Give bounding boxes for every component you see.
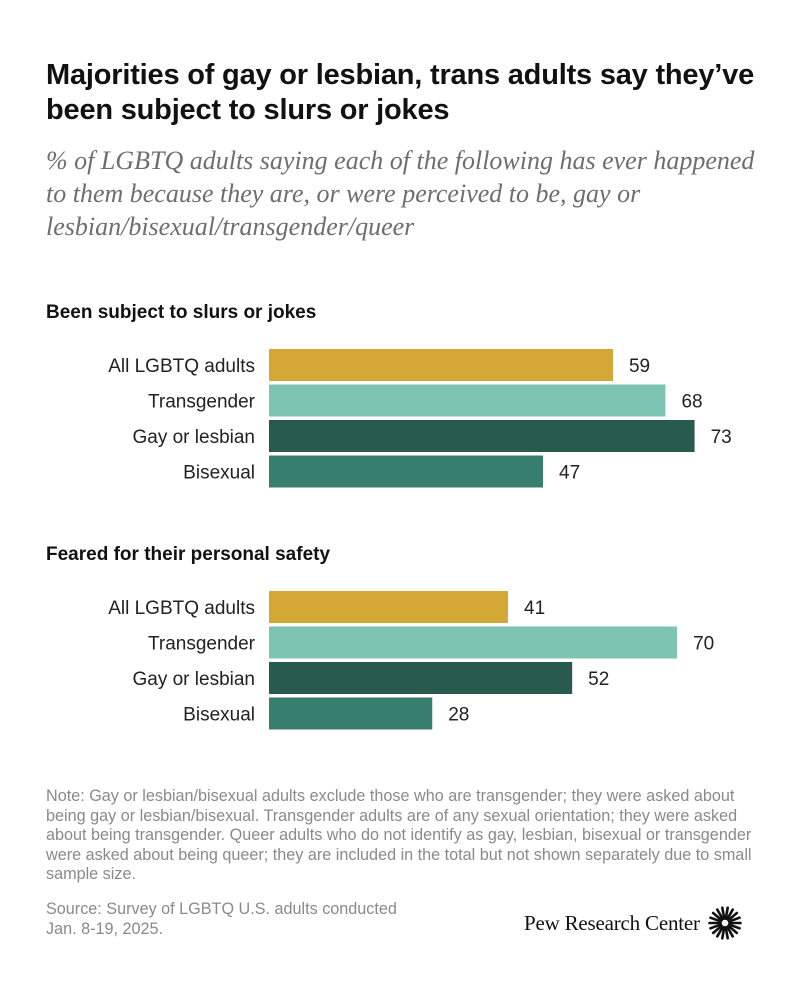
bar-bisexual (269, 697, 433, 730)
chart-source: Source: Survey of LGBTQ U.S. adults cond… (46, 900, 466, 939)
bar-charts: Been subject to slurs or jokes All LGBTQ … (46, 302, 732, 730)
chart-subtitle: % of LGBTQ adults saying each of the fol… (46, 146, 755, 241)
bar-bisexual (269, 455, 544, 488)
bar-transgender (269, 384, 666, 417)
category-label: Transgender (148, 634, 256, 655)
source-line-1: Source: Survey of LGBTQ U.S. adults cond… (46, 900, 397, 918)
pew-sunburst-icon (708, 906, 742, 940)
panel-title: Feared for their personal safety (46, 544, 330, 565)
source-line-2: Jan. 8-19, 2025. (46, 919, 163, 938)
value-label: 41 (524, 598, 545, 619)
value-label: 68 (681, 392, 702, 413)
category-label: All LGBTQ adults (108, 356, 255, 377)
category-label: Gay or lesbian (132, 427, 255, 448)
logo-text: Pew Research Center (524, 910, 700, 935)
bar-all-lgbtq-adults (269, 591, 509, 623)
chart-title: Majorities of gay or lesbian, trans adul… (46, 59, 754, 126)
category-label: Bisexual (183, 463, 255, 484)
bar-gay-or-lesbian (269, 662, 573, 694)
value-label: 52 (588, 669, 609, 690)
chart-note: Note: Gay or lesbian/bisexual adults exc… (46, 787, 752, 884)
bar-gay-or-lesbian (269, 420, 695, 452)
value-label: 47 (559, 463, 580, 484)
value-label: 73 (711, 427, 732, 448)
bar-all-lgbtq-adults (269, 349, 613, 381)
panel-feared-for-their-personal-safety: Feared for their personal safety All LGBT… (46, 544, 714, 730)
panel-title: Been subject to slurs or jokes (46, 302, 316, 323)
category-label: Transgender (148, 392, 256, 413)
value-label: 28 (448, 705, 469, 726)
category-label: Gay or lesbian (132, 669, 255, 690)
value-label: 59 (629, 356, 650, 377)
category-label: All LGBTQ adults (108, 598, 255, 619)
bar-transgender (269, 626, 678, 659)
pew-logo: Pew Research Center (524, 906, 742, 940)
panel-been-subject-to-slurs-or-jokes: Been subject to slurs or jokes All LGBTQ … (46, 302, 732, 488)
category-label: Bisexual (183, 705, 255, 726)
value-label: 70 (693, 634, 714, 655)
